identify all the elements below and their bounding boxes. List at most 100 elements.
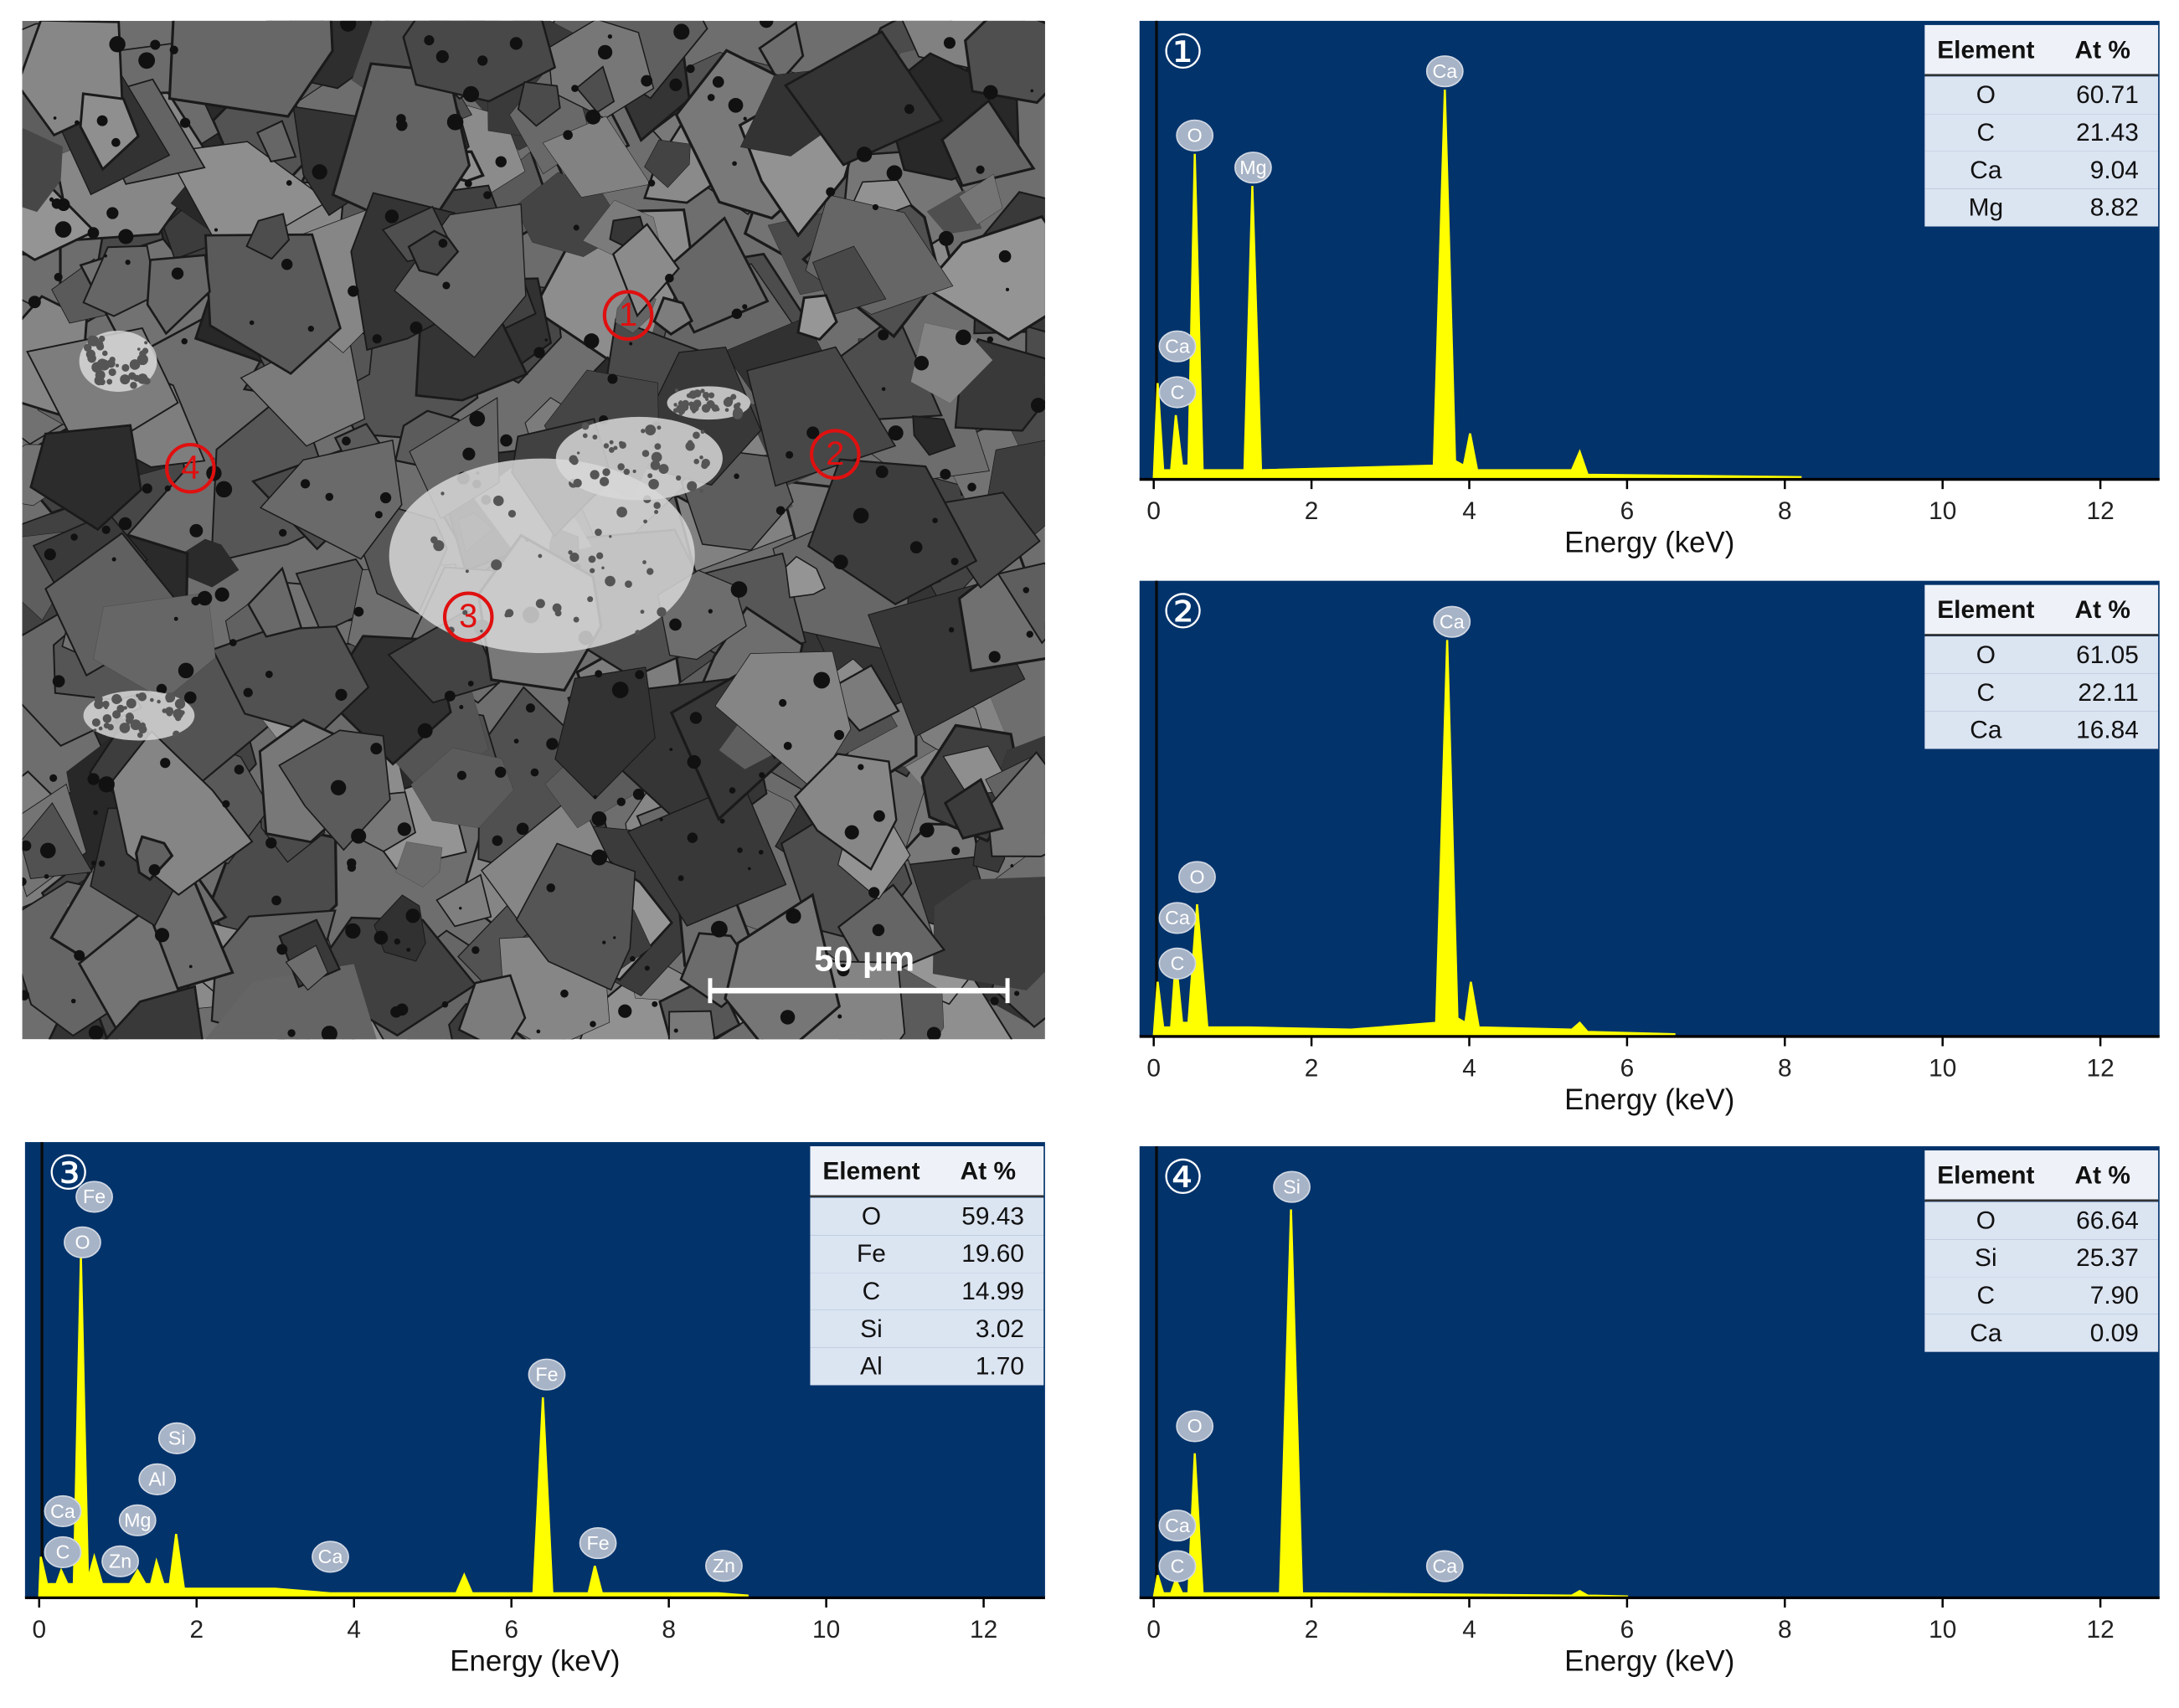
sem-pore (693, 399, 702, 408)
sem-pore (271, 895, 281, 906)
table-cell: Ca (1970, 157, 2002, 184)
table-cell: Si (860, 1315, 883, 1343)
sem-pore (582, 433, 588, 439)
sem-pore (635, 670, 645, 680)
sem-pore (118, 229, 134, 244)
peak-badge (1158, 330, 1197, 363)
sem-pore (653, 502, 661, 509)
sem-pore (88, 1025, 104, 1040)
sem-grain (724, 893, 842, 1040)
sem-pore (834, 729, 845, 740)
table-cell: 8.82 (2090, 194, 2139, 222)
spectrum (1152, 90, 1802, 481)
sem-pore (596, 552, 604, 559)
sem-pore (171, 267, 184, 280)
sem-pore (630, 955, 636, 962)
sem-pore (669, 618, 682, 631)
sem-pore (1030, 398, 1045, 413)
sem-pore (312, 164, 327, 180)
peak-badge (75, 1181, 113, 1213)
sem-pore (607, 33, 613, 39)
sem-pore (775, 506, 786, 516)
x-tick-label: 8 (1778, 1055, 1792, 1083)
sem-pore (462, 85, 480, 103)
sem-pore (533, 347, 545, 358)
sem-pore (495, 156, 507, 167)
sem-pore (49, 774, 58, 782)
sem-pore (335, 688, 348, 701)
sem-marker (810, 429, 861, 480)
sem-pore (300, 479, 311, 489)
x-tick-label: 8 (662, 1616, 676, 1644)
sem-pore (507, 509, 517, 518)
table-cell: 0.09 (2090, 1320, 2139, 1347)
sem-pore (1014, 990, 1020, 996)
sem-pore (544, 338, 548, 342)
sem-pore (165, 692, 176, 702)
sem-pore (619, 441, 626, 449)
sem-pore (535, 599, 545, 609)
sem-pore (500, 434, 513, 447)
sem-pore (998, 250, 1012, 263)
sem-grain (104, 985, 203, 1040)
sem-pore (573, 224, 580, 231)
sem-pore (505, 609, 514, 618)
peak-label: O (1189, 866, 1204, 887)
sem-pore (28, 296, 41, 309)
x-tick-label: 2 (1305, 497, 1319, 525)
sem-pore (563, 130, 573, 141)
sem-pore (856, 147, 873, 162)
sem-pore (632, 788, 645, 800)
sem-pore (446, 114, 464, 131)
x-tick-label: 0 (32, 1616, 46, 1644)
sem-pore (687, 754, 701, 769)
sem-pore (150, 697, 154, 702)
sem-pore (607, 373, 618, 384)
table-cell: Fe (857, 1240, 886, 1268)
sem-pore (611, 682, 629, 698)
sem-pore (909, 541, 923, 553)
sem-pore (144, 341, 148, 345)
peak-badge (64, 1226, 101, 1258)
peak-label: Zn (109, 1551, 131, 1572)
sem-pore (243, 687, 253, 697)
peak-label: Al (148, 1469, 166, 1490)
sem-pore (118, 517, 132, 531)
sem-pore (687, 440, 693, 445)
peak-badge (1158, 1550, 1197, 1582)
sem-pore (462, 610, 468, 615)
sem-pore (635, 630, 641, 635)
sem-pore (321, 1026, 337, 1040)
sem-pore (174, 698, 186, 709)
peak-label: Ca (1432, 1555, 1457, 1577)
sem-pore (602, 940, 606, 944)
sem-pore (625, 580, 632, 589)
sem-pore (52, 675, 65, 688)
sem-pore (234, 764, 245, 774)
x-tick-label: 4 (1462, 1616, 1476, 1644)
table-header-cell: At % (961, 1157, 1016, 1185)
table-row (1924, 1314, 2159, 1352)
x-tick-label: 0 (1146, 1055, 1161, 1083)
sem-pore (956, 329, 971, 346)
sem-pore (44, 873, 49, 879)
sem-grain (167, 20, 334, 118)
sem-pore (173, 730, 180, 738)
sem-pore (70, 998, 76, 1004)
sem-pore (590, 470, 600, 480)
table-cell: 59.43 (961, 1202, 1024, 1230)
sem-pore (265, 670, 273, 678)
sem-grain (554, 666, 656, 800)
sem-pore (616, 797, 626, 806)
sem-pore (480, 629, 483, 633)
sem-pore (881, 387, 886, 391)
sem-grain (793, 753, 898, 871)
sem-pore (786, 450, 794, 459)
sem-pore (701, 404, 711, 413)
sem-pore (701, 461, 708, 470)
sem-grain (395, 841, 443, 887)
sem-grain (912, 415, 956, 456)
sem-pore (700, 430, 705, 435)
sem-pore (645, 424, 657, 436)
sem-pore (103, 723, 110, 729)
